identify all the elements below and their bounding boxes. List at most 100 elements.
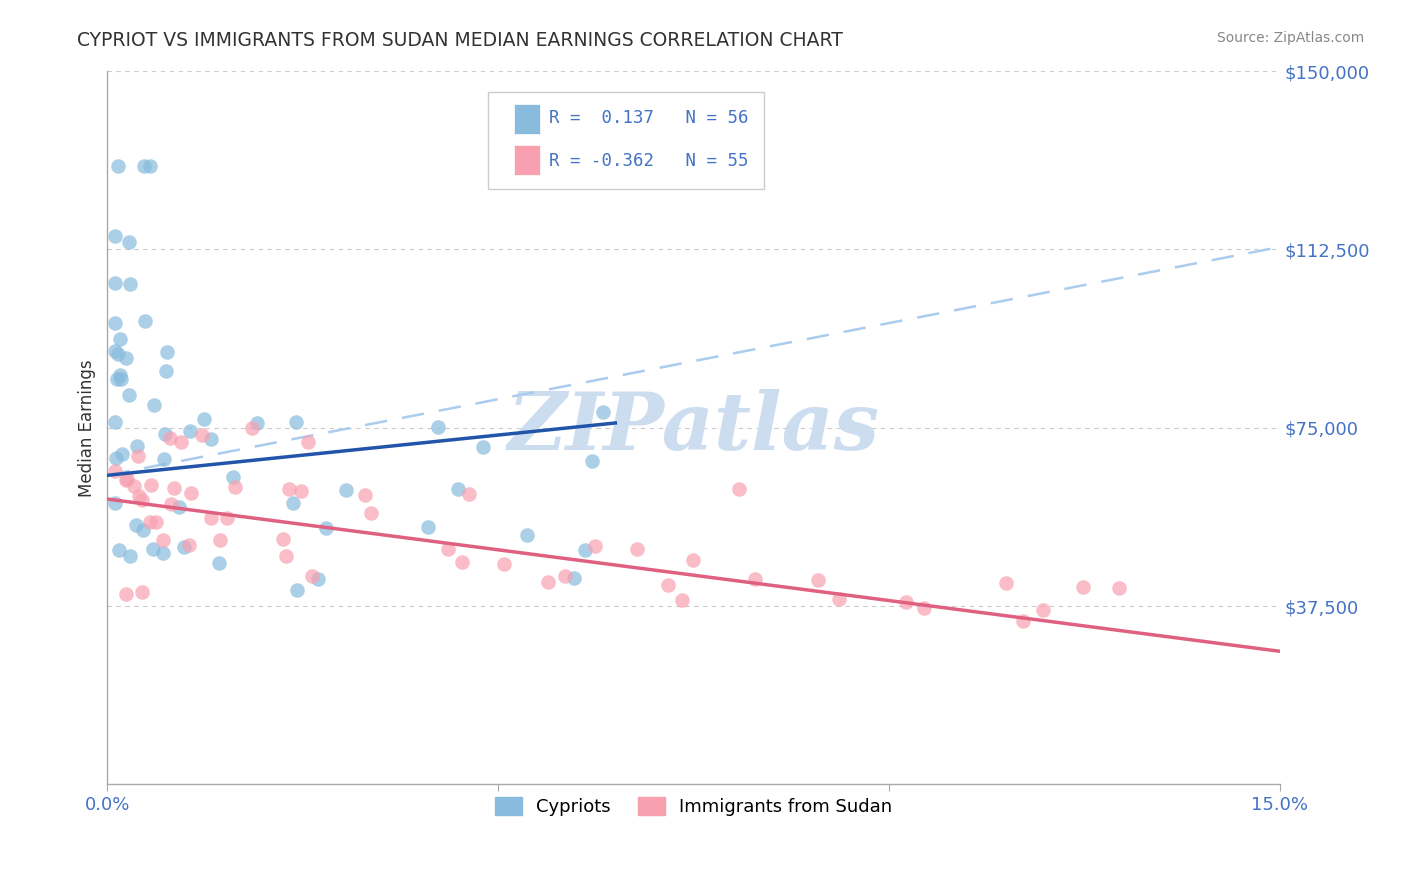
Point [208, 556, 231, 570]
Point [278, 482, 301, 496]
Point [114, 587, 136, 601]
Point [134, 314, 156, 328]
Point [1031, 603, 1053, 617]
Point [271, 533, 294, 547]
Text: R = -0.362   N = 55: R = -0.362 N = 55 [550, 153, 749, 170]
Point [682, 553, 704, 567]
Point [118, 388, 141, 402]
Point [222, 470, 245, 484]
Point [297, 435, 319, 450]
Point [995, 576, 1018, 591]
Legend: Cypriots, Immigrants from Sudan: Cypriots, Immigrants from Sudan [485, 788, 901, 825]
Point [215, 510, 238, 524]
Point [139, 159, 162, 173]
Point [115, 472, 138, 486]
Point [132, 523, 155, 537]
Point [118, 235, 141, 249]
Point [416, 520, 439, 534]
Point [104, 277, 127, 291]
Point [104, 229, 127, 244]
Point [274, 549, 297, 563]
Point [124, 479, 146, 493]
Point [108, 368, 131, 383]
Point [173, 540, 195, 554]
Text: CYPRIOT VS IMMIGRANTS FROM SUDAN MEDIAN EARNINGS CORRELATION CHART: CYPRIOT VS IMMIGRANTS FROM SUDAN MEDIAN … [77, 31, 844, 50]
Point [224, 480, 246, 494]
Point [626, 541, 648, 556]
Point [145, 515, 167, 529]
Point [1012, 615, 1035, 629]
Bar [515, 104, 540, 134]
Point [153, 452, 176, 467]
Point [160, 497, 183, 511]
Point [896, 595, 918, 609]
Point [1071, 580, 1094, 594]
Point [104, 496, 127, 510]
Point [169, 500, 191, 514]
Point [142, 398, 165, 412]
Point [107, 159, 129, 173]
Point [592, 405, 614, 419]
Point [360, 506, 382, 520]
Point [153, 427, 176, 442]
Point [125, 518, 148, 533]
Text: R =  0.137   N = 56: R = 0.137 N = 56 [550, 110, 749, 128]
Point [246, 416, 269, 430]
Point [744, 572, 766, 586]
Text: Source: ZipAtlas.com: Source: ZipAtlas.com [1216, 31, 1364, 45]
Point [562, 571, 585, 585]
Point [159, 431, 181, 445]
Point [115, 351, 138, 366]
Point [104, 451, 127, 466]
Point [458, 486, 481, 500]
Point [139, 478, 162, 492]
Point [104, 464, 127, 478]
Point [450, 555, 472, 569]
Point [139, 515, 162, 529]
Point [353, 488, 375, 502]
Point [200, 511, 222, 525]
Point [108, 543, 131, 558]
Point [152, 546, 174, 560]
Point [581, 454, 603, 468]
Point [128, 489, 150, 503]
Point [671, 593, 693, 607]
Point [155, 344, 177, 359]
Point [155, 364, 177, 378]
Point [1108, 581, 1130, 595]
Point [807, 574, 830, 588]
Point [170, 435, 193, 450]
Point [200, 432, 222, 446]
Point [179, 424, 201, 438]
Point [120, 549, 142, 564]
Point [105, 372, 128, 386]
Point [492, 557, 515, 571]
Point [110, 371, 132, 385]
Bar [515, 145, 540, 175]
Point [284, 415, 307, 429]
Point [115, 473, 138, 487]
Point [516, 528, 538, 542]
Point [107, 347, 129, 361]
Point [283, 495, 305, 509]
Point [554, 569, 576, 583]
Point [180, 486, 202, 500]
Point [240, 421, 263, 435]
Point [583, 539, 606, 553]
Point [827, 592, 849, 607]
Y-axis label: Median Earnings: Median Earnings [79, 359, 96, 497]
Point [315, 521, 337, 535]
Point [290, 484, 312, 499]
Point [193, 412, 215, 426]
Point [912, 600, 935, 615]
Point [574, 543, 596, 558]
Point [104, 343, 127, 358]
Point [131, 584, 153, 599]
Point [131, 492, 153, 507]
Point [427, 419, 450, 434]
Point [104, 316, 127, 330]
Point [132, 159, 155, 173]
Point [657, 577, 679, 591]
Point [108, 332, 131, 346]
FancyBboxPatch shape [488, 93, 763, 189]
